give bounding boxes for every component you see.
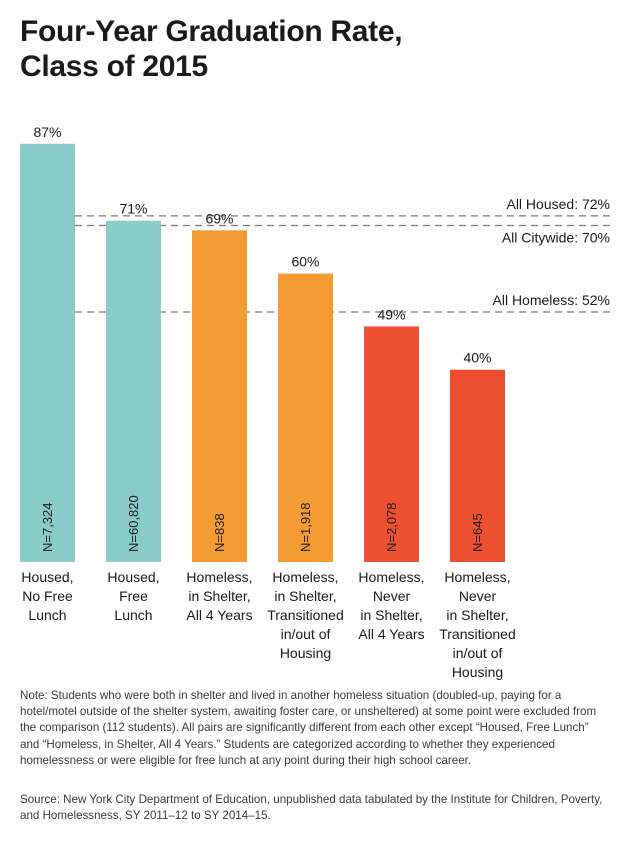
bar	[450, 369, 505, 562]
bar	[278, 273, 333, 562]
bar-value-label: 60%	[291, 254, 319, 270]
chart-source: Source: New York City Department of Educ…	[20, 793, 603, 823]
category-label: Free	[119, 588, 148, 604]
category-label: Never	[373, 588, 411, 604]
category-label: Lunch	[114, 607, 152, 623]
category-label: Transitioned	[267, 607, 344, 623]
bar-value-label: 49%	[377, 306, 405, 322]
category-label: Homeless,	[186, 569, 252, 585]
bar-value-label: 87%	[33, 124, 61, 140]
category-label: in/out of	[453, 645, 503, 661]
category-label: Housing	[452, 664, 503, 680]
reference-line-label: All Citywide: 70%	[502, 230, 610, 246]
chart-title-line-1: Four-Year Graduation Rate,	[20, 15, 403, 48]
category-label: Housing	[280, 645, 331, 661]
n-count-label: N=2,078	[384, 502, 399, 552]
category-label: Housed,	[21, 569, 73, 585]
bar-value-label: 69%	[205, 210, 233, 226]
category-label: All 4 Years	[358, 626, 424, 642]
chart-title-line-2: Class of 2015	[20, 50, 208, 83]
category-label: in Shelter,	[188, 588, 250, 604]
category-label: Housed,	[107, 569, 159, 585]
category-label: Homeless,	[272, 569, 338, 585]
category-label: Lunch	[28, 607, 66, 623]
category-label: Homeless,	[358, 569, 424, 585]
n-count-label: N=838	[212, 513, 227, 552]
category-label: Transitioned	[439, 626, 516, 642]
bar	[364, 326, 419, 562]
category-label: No Free	[22, 588, 73, 604]
bar	[20, 143, 75, 562]
bar-chart: 87% N=7,324 Housed, No Free Lunch 71% N=60,820…	[20, 124, 611, 680]
category-label: All 4 Years	[186, 607, 252, 623]
bar-value-label: 40%	[463, 350, 491, 366]
bar	[192, 230, 247, 562]
n-count-label: N=645	[470, 513, 485, 552]
chart-note: Note: Students who were both in shelter …	[20, 689, 597, 767]
bar	[106, 220, 161, 562]
bar-value-label: 71%	[119, 201, 147, 217]
n-count-label: N=7,324	[40, 502, 55, 552]
chart-title: Four-Year Graduation Rate, Class of 2015	[20, 14, 610, 84]
category-label: Never	[459, 588, 497, 604]
category-label: in/out of	[281, 626, 331, 642]
reference-line-label: All Homeless: 52%	[493, 292, 611, 308]
category-label: in Shelter,	[446, 607, 508, 623]
category-label: in Shelter,	[274, 588, 336, 604]
reference-line-label: All Housed: 72%	[506, 196, 610, 212]
n-count-label: N=60,820	[126, 495, 141, 552]
n-count-label: N=1,918	[298, 502, 313, 552]
category-label: Homeless,	[444, 569, 510, 585]
category-label: in Shelter,	[360, 607, 422, 623]
